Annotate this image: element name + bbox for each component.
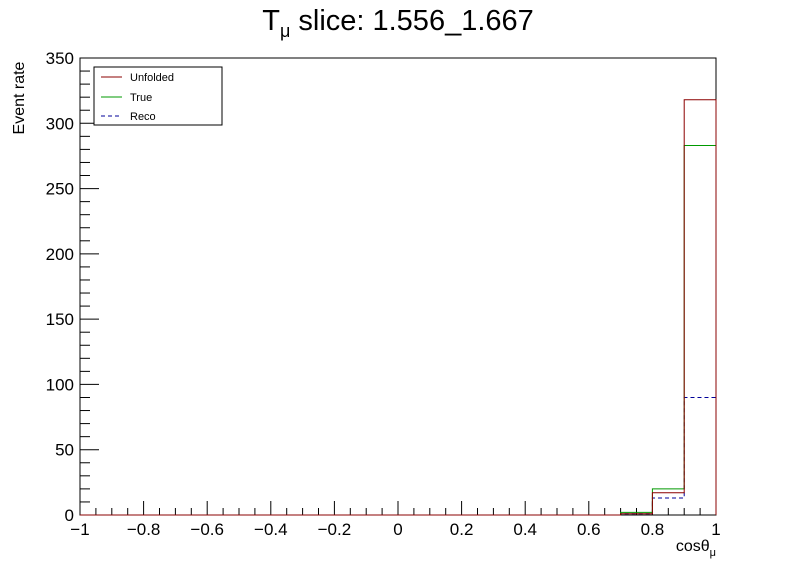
y-tick-label: 150 [46, 310, 74, 329]
title-rest: slice: 1.556_1.667 [290, 5, 533, 37]
y-tick-label: 50 [55, 441, 74, 460]
legend: Unfolded True Reco [93, 66, 223, 126]
x-tick-label: 0.6 [577, 520, 601, 539]
legend-label-true: True [130, 92, 152, 104]
y-tick-label: 100 [46, 375, 74, 394]
x-axis-title-subscript: μ [710, 547, 716, 559]
plot-frame [79, 57, 717, 516]
x-tick-label: −1 [70, 520, 89, 539]
series-reco-line [80, 396, 717, 516]
series-true-line [80, 144, 717, 516]
title-subscript: μ [280, 21, 290, 41]
x-tick-label: 0 [393, 520, 402, 539]
x-tick-label: −0.8 [127, 520, 161, 539]
y-axis: 0 50 100 150 200 250 300 350 [46, 49, 99, 525]
y-tick-label: 0 [65, 506, 74, 525]
x-axis: −1 −0.8 −0.6 −0.4 −0.2 0 0.2 0.4 0.6 0.8 1 [70, 501, 721, 539]
title-main: T [262, 5, 280, 37]
y-tick-label: 200 [46, 245, 74, 264]
legend-label-unfolded: Unfolded [130, 72, 174, 84]
x-tick-label: 0.8 [641, 520, 665, 539]
x-tick-label: 0.4 [513, 520, 537, 539]
x-tick-label: 1 [711, 520, 720, 539]
x-axis-title-main: cosθ [676, 538, 710, 555]
y-axis-title: Event rate [11, 61, 28, 134]
y-tick-label: 250 [46, 180, 74, 199]
x-tick-label: 0.2 [450, 520, 474, 539]
series-layer [80, 99, 717, 516]
chart-title: Tμ slice: 1.556_1.667 [262, 5, 534, 41]
y-tick-label: 350 [46, 49, 74, 68]
legend-label-reco: Reco [130, 111, 156, 123]
x-tick-label: −0.6 [190, 520, 224, 539]
y-tick-label: 300 [46, 114, 74, 133]
x-tick-label: −0.2 [318, 520, 352, 539]
x-axis-title: cosθμ [676, 538, 716, 559]
x-tick-label: −0.4 [254, 520, 288, 539]
series-unfolded-line [80, 99, 717, 516]
